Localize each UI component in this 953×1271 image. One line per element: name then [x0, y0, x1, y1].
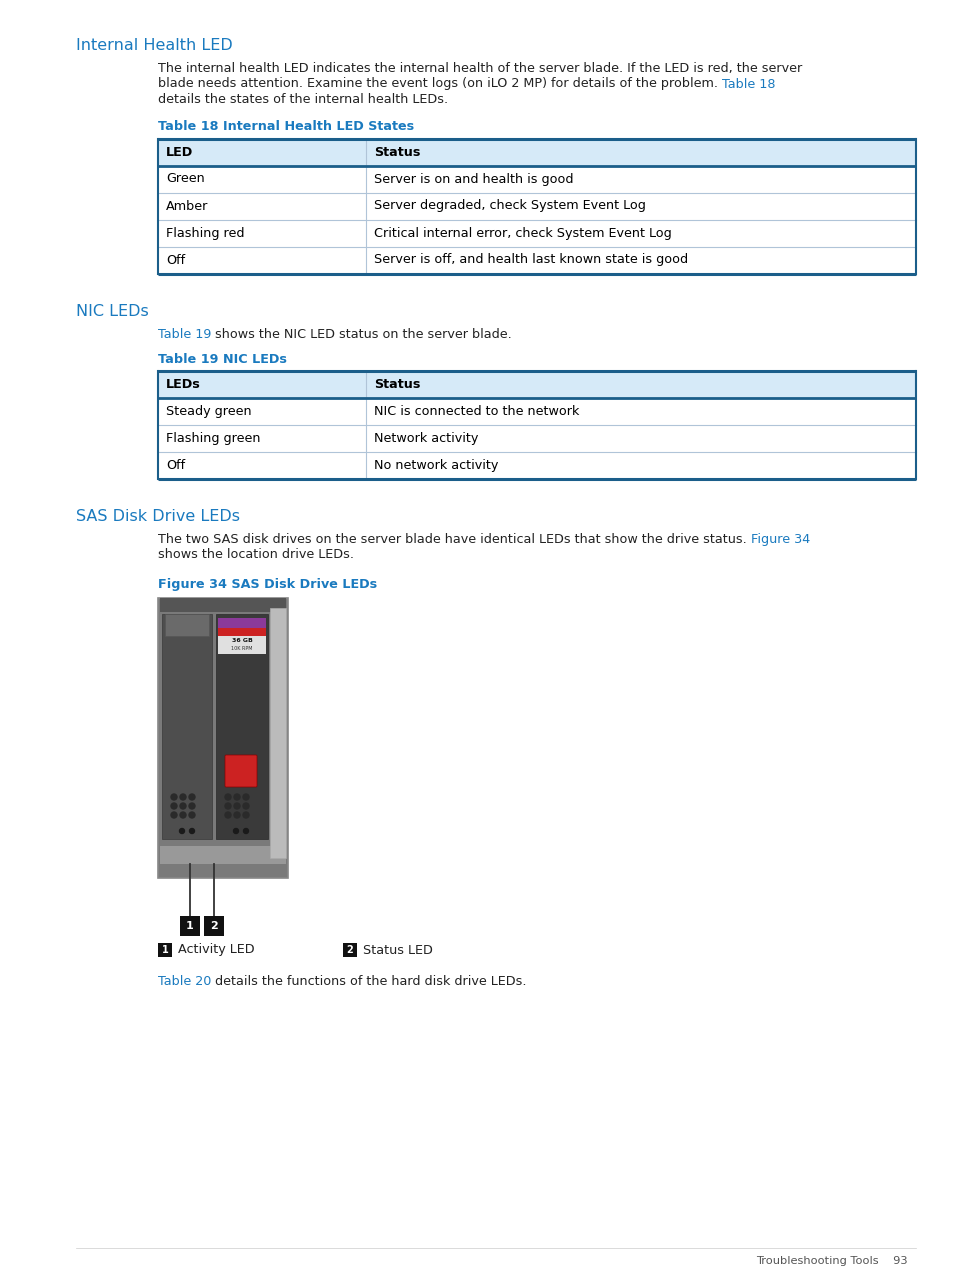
Bar: [165, 614, 209, 636]
Circle shape: [180, 812, 186, 819]
Text: 1: 1: [161, 946, 168, 955]
Text: The internal health LED indicates the internal health of the server blade. If th: The internal health LED indicates the in…: [158, 62, 801, 75]
Circle shape: [171, 812, 177, 819]
Circle shape: [171, 794, 177, 799]
Bar: [218, 628, 266, 636]
Circle shape: [225, 812, 231, 819]
Text: LED: LED: [166, 145, 193, 159]
Bar: [158, 139, 915, 165]
Text: Amber: Amber: [166, 200, 208, 212]
Bar: [158, 943, 172, 957]
Text: shows the location drive LEDs.: shows the location drive LEDs.: [158, 549, 354, 562]
Text: NIC LEDs: NIC LEDs: [76, 304, 149, 319]
Circle shape: [225, 803, 231, 810]
Text: The two SAS disk drives on the server blade have identical LEDs that show the dr: The two SAS disk drives on the server bl…: [158, 533, 750, 547]
Text: Table 20: Table 20: [158, 975, 212, 988]
Text: blade needs attention. Examine the event logs (on iLO 2 MP) for details of the p: blade needs attention. Examine the event…: [158, 78, 721, 90]
Text: 36 GB: 36 GB: [232, 638, 253, 643]
Bar: [270, 608, 286, 858]
Text: Table 18 Internal Health LED States: Table 18 Internal Health LED States: [158, 121, 414, 133]
Circle shape: [179, 829, 184, 834]
Bar: [162, 614, 212, 839]
Bar: [218, 618, 266, 655]
Text: NIC is connected to the network: NIC is connected to the network: [375, 405, 579, 418]
Bar: [160, 846, 286, 864]
Text: SAS Disk Drive LEDs: SAS Disk Drive LEDs: [76, 508, 240, 524]
Text: Server is off, and health last known state is good: Server is off, and health last known sta…: [375, 253, 688, 267]
Text: details the states of the internal health LEDs.: details the states of the internal healt…: [158, 93, 448, 105]
Text: No network activity: No network activity: [375, 459, 498, 472]
Bar: [180, 916, 200, 935]
Bar: [160, 597, 286, 613]
Text: Off: Off: [166, 253, 185, 267]
Text: Internal Health LED: Internal Health LED: [76, 38, 233, 53]
Bar: [158, 597, 288, 878]
Text: Flashing green: Flashing green: [166, 432, 260, 445]
Text: Figure 34: Figure 34: [750, 533, 809, 547]
Text: 10K RPM: 10K RPM: [231, 646, 253, 651]
Circle shape: [233, 829, 238, 834]
Bar: [343, 943, 356, 957]
Text: Figure 34 SAS Disk Drive LEDs: Figure 34 SAS Disk Drive LEDs: [158, 578, 376, 591]
Text: Status LED: Status LED: [363, 943, 433, 957]
Text: Status: Status: [375, 145, 420, 159]
Text: 1: 1: [186, 921, 193, 930]
Circle shape: [189, 803, 194, 810]
Circle shape: [180, 794, 186, 799]
Text: LEDs: LEDs: [166, 377, 200, 391]
Circle shape: [171, 803, 177, 810]
Circle shape: [243, 812, 249, 819]
Bar: [158, 371, 915, 398]
Text: Troubleshooting Tools    93: Troubleshooting Tools 93: [756, 1256, 907, 1266]
Circle shape: [189, 812, 194, 819]
Bar: [215, 614, 268, 839]
Bar: [218, 618, 266, 628]
Circle shape: [189, 794, 194, 799]
Text: shows the NIC LED status on the server blade.: shows the NIC LED status on the server b…: [212, 328, 512, 341]
Text: Table 18: Table 18: [721, 78, 775, 90]
Text: Critical internal error, check System Event Log: Critical internal error, check System Ev…: [375, 226, 672, 239]
Circle shape: [243, 794, 249, 799]
Circle shape: [233, 803, 240, 810]
Circle shape: [190, 829, 194, 834]
Text: Table 19 NIC LEDs: Table 19 NIC LEDs: [158, 353, 287, 366]
Text: Network activity: Network activity: [375, 432, 478, 445]
Text: Steady green: Steady green: [166, 405, 252, 418]
Circle shape: [180, 803, 186, 810]
Text: 2: 2: [346, 946, 353, 955]
Text: Green: Green: [166, 173, 205, 186]
Text: Activity LED: Activity LED: [178, 943, 254, 957]
Text: Server is on and health is good: Server is on and health is good: [375, 173, 574, 186]
Bar: [204, 916, 224, 935]
Circle shape: [233, 812, 240, 819]
Text: Table 19: Table 19: [158, 328, 212, 341]
Text: Off: Off: [166, 459, 185, 472]
Circle shape: [233, 794, 240, 799]
FancyBboxPatch shape: [225, 755, 256, 787]
Circle shape: [243, 829, 248, 834]
Text: 2: 2: [210, 921, 217, 930]
Text: Flashing red: Flashing red: [166, 226, 244, 239]
Circle shape: [243, 803, 249, 810]
Circle shape: [225, 794, 231, 799]
Text: Server degraded, check System Event Log: Server degraded, check System Event Log: [375, 200, 645, 212]
Text: details the functions of the hard disk drive LEDs.: details the functions of the hard disk d…: [212, 975, 526, 988]
Text: Status: Status: [375, 377, 420, 391]
